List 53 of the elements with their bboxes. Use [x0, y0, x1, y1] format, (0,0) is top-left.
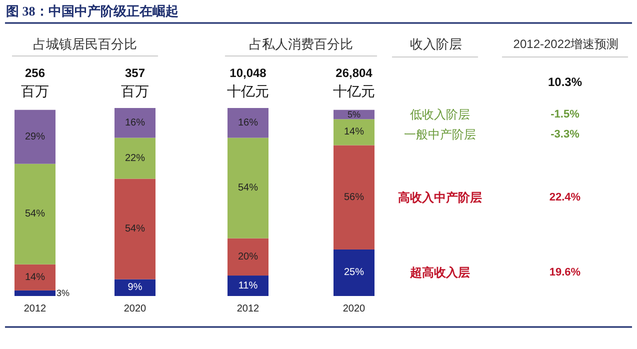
data-label: 11%: [238, 280, 258, 292]
bar: [114, 178, 156, 280]
chart-subtitle: 占城镇居民百分比: [33, 36, 137, 52]
text: 2012-2022增速预测: [513, 37, 619, 51]
text: -1.5%: [550, 108, 580, 121]
bar: [14, 290, 56, 296]
data-label: 16%: [124, 117, 146, 128]
bar: [334, 119, 374, 146]
x-tick-label: 2020: [124, 304, 147, 314]
data-label: 22%: [124, 152, 146, 164]
text: 超高收入层: [409, 266, 470, 280]
bar: [228, 238, 268, 276]
x-tick-label: 2020: [342, 304, 366, 314]
bar: [334, 145, 374, 250]
data-label: 14%: [24, 272, 46, 283]
chart-subtitle: 占私人消费百分比: [249, 36, 353, 52]
bar: [114, 279, 156, 296]
x-tick-label: 2012: [24, 304, 47, 314]
bar: [334, 249, 374, 296]
text: 一般中产阶层: [404, 128, 476, 142]
bar: [14, 164, 56, 264]
data-label: 16%: [238, 117, 258, 128]
series-label: 高收入中产阶层: [398, 190, 482, 204]
text: 357 百万: [121, 66, 149, 99]
data-label: 14%: [344, 126, 364, 138]
text: 19.6%: [549, 266, 581, 279]
bar: [114, 138, 156, 179]
bar: [228, 108, 268, 138]
data-label: 56%: [344, 192, 364, 203]
data-label: 54%: [24, 208, 46, 220]
data-label: 5%: [347, 110, 361, 120]
text: 10,048 十亿元: [227, 66, 269, 99]
data-label: 25%: [344, 267, 364, 278]
text: 22.4%: [549, 191, 581, 204]
bar: [114, 108, 156, 138]
text: 26,804 十亿元: [333, 66, 375, 99]
data-label: 20%: [238, 251, 258, 262]
text: 收入阶层: [410, 36, 462, 52]
text: 低收入阶层: [410, 108, 470, 122]
chart-title: 图 38：中国中产阶级正在崛起: [6, 4, 178, 18]
bar: [14, 264, 56, 290]
x-tick-label: 2012: [236, 304, 260, 314]
data-label: 54%: [238, 182, 258, 194]
bar: [14, 110, 56, 164]
bar: [228, 138, 268, 238]
data-label: 9%: [128, 282, 142, 294]
data-label: 54%: [124, 223, 146, 234]
bar: [228, 276, 268, 296]
text: 10.3%: [548, 75, 582, 89]
text: 256 百万: [21, 66, 49, 99]
text: -3.3%: [550, 128, 580, 141]
data-label: 3%: [56, 288, 70, 298]
data-label: 29%: [24, 131, 46, 142]
